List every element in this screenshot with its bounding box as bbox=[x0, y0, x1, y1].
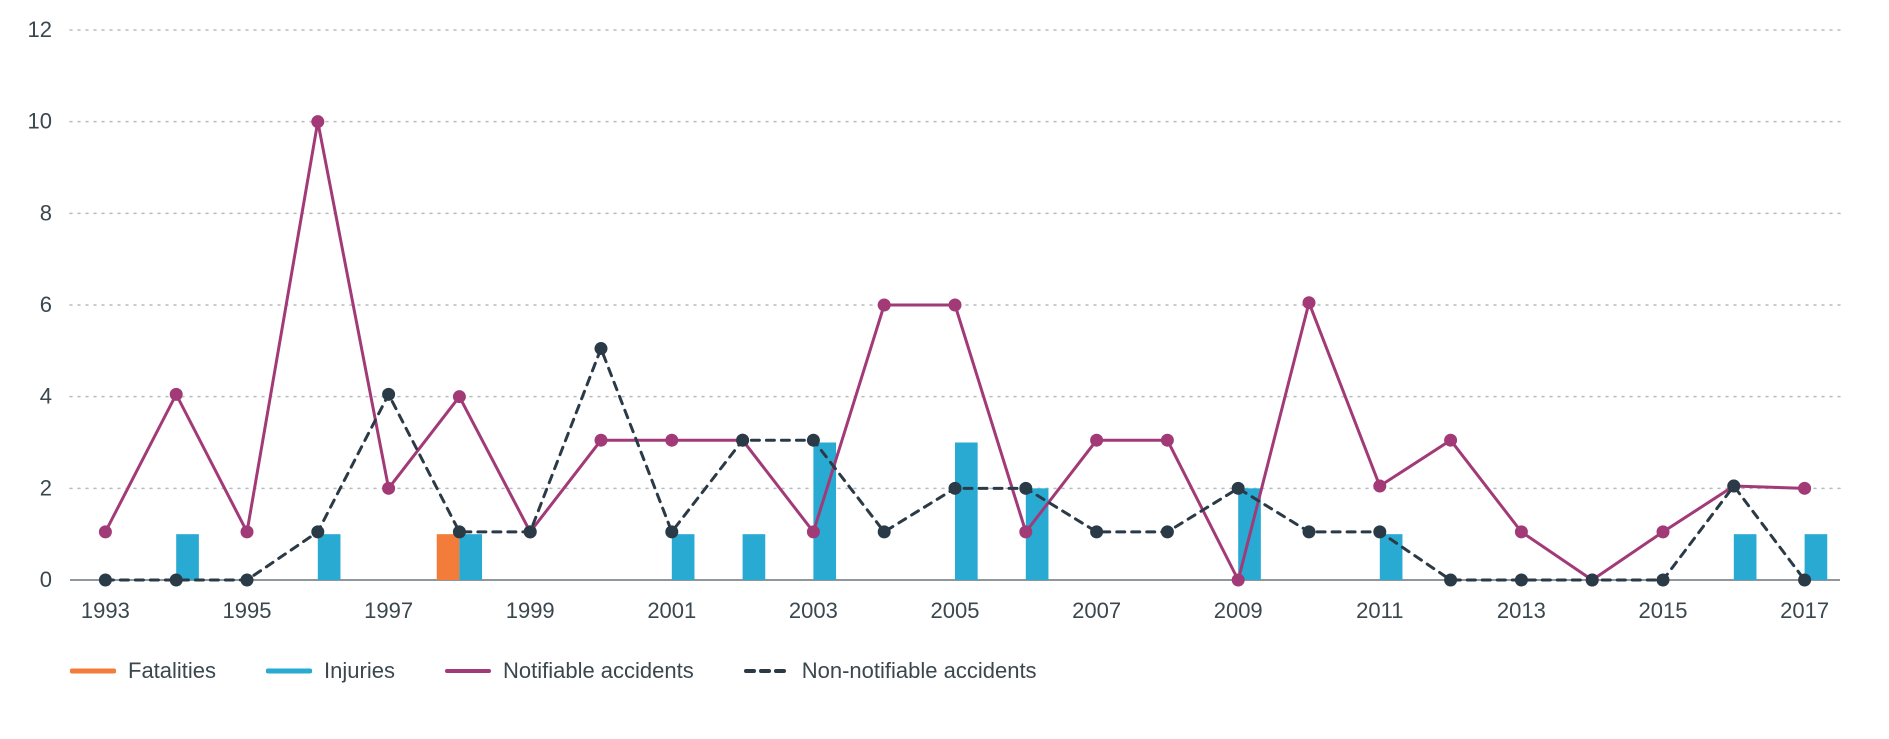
non_notifiable-marker bbox=[736, 434, 749, 447]
x-tick-label: 2001 bbox=[647, 598, 696, 623]
notifiable-marker bbox=[1232, 574, 1245, 587]
legend-item-non_notifiable: Non-notifiable accidents bbox=[744, 658, 1037, 684]
y-tick-label: 4 bbox=[40, 384, 52, 409]
injuries-bar bbox=[672, 534, 695, 580]
notifiable-marker bbox=[311, 115, 324, 128]
chart-legend: Fatalities Injuries Notifiable accidents No… bbox=[20, 640, 1869, 684]
y-tick-label: 8 bbox=[40, 200, 52, 225]
non_notifiable-marker bbox=[99, 574, 112, 587]
notifiable-marker bbox=[1444, 434, 1457, 447]
y-tick-label: 2 bbox=[40, 475, 52, 500]
non_notifiable-marker bbox=[1444, 574, 1457, 587]
notifiable-marker bbox=[1090, 434, 1103, 447]
notifiable-marker bbox=[1515, 525, 1528, 538]
notifiable-marker bbox=[382, 482, 395, 495]
x-tick-label: 2017 bbox=[1780, 598, 1829, 623]
notifiable-marker bbox=[1303, 296, 1316, 309]
non_notifiable-marker bbox=[1798, 574, 1811, 587]
x-tick-label: 2009 bbox=[1214, 598, 1263, 623]
notifiable-marker bbox=[595, 434, 608, 447]
non_notifiable-marker bbox=[382, 388, 395, 401]
injuries-bar bbox=[1805, 534, 1828, 580]
notifiable-marker bbox=[878, 299, 891, 312]
non_notifiable-marker bbox=[1657, 574, 1670, 587]
notifiable-marker bbox=[665, 434, 678, 447]
non_notifiable-marker bbox=[524, 525, 537, 538]
x-tick-label: 1999 bbox=[506, 598, 555, 623]
injuries-bar bbox=[459, 534, 482, 580]
notifiable-marker bbox=[170, 388, 183, 401]
non_notifiable-marker bbox=[1373, 525, 1386, 538]
injuries-bar bbox=[1734, 534, 1757, 580]
x-tick-label: 2011 bbox=[1356, 598, 1403, 623]
legend-label: Injuries bbox=[324, 658, 395, 684]
x-tick-label: 1993 bbox=[81, 598, 130, 623]
non_notifiable-marker bbox=[1161, 525, 1174, 538]
non_notifiable-marker bbox=[1303, 525, 1316, 538]
legend-swatch bbox=[744, 664, 790, 678]
non_notifiable-marker bbox=[878, 525, 891, 538]
y-tick-label: 0 bbox=[40, 567, 52, 592]
injuries-bar bbox=[176, 534, 199, 580]
legend-swatch bbox=[445, 664, 491, 678]
non_notifiable-marker bbox=[1727, 480, 1740, 493]
non_notifiable-marker bbox=[170, 574, 183, 587]
x-tick-label: 2003 bbox=[789, 598, 838, 623]
notifiable-marker bbox=[1161, 434, 1174, 447]
chart-svg: 0 2 4 6 8 10 12 1993 1995 1997 1999 2001 2003 2005 200… bbox=[20, 20, 1869, 640]
notifiable-marker bbox=[1798, 482, 1811, 495]
non_notifiable-marker bbox=[595, 342, 608, 355]
notifiable-marker bbox=[807, 525, 820, 538]
x-tick-label: 2005 bbox=[931, 598, 980, 623]
injuries-bar bbox=[955, 443, 978, 581]
non_notifiable-marker bbox=[1232, 482, 1245, 495]
x-tick-label: 2013 bbox=[1497, 598, 1546, 623]
x-tick-label: 1995 bbox=[223, 598, 272, 623]
injuries-bar bbox=[318, 534, 341, 580]
notifiable-marker bbox=[1373, 480, 1386, 493]
x-tick-label: 1997 bbox=[364, 598, 413, 623]
non_notifiable-marker bbox=[1586, 574, 1599, 587]
notifiable-marker bbox=[1019, 525, 1032, 538]
accident-chart: 0 2 4 6 8 10 12 1993 1995 1997 1999 2001 2003 2005 200… bbox=[20, 20, 1869, 719]
non_notifiable-marker bbox=[949, 482, 962, 495]
non_notifiable-marker bbox=[241, 574, 254, 587]
legend-swatch bbox=[70, 664, 116, 678]
y-tick-label: 10 bbox=[28, 109, 52, 134]
x-tick-label: 2015 bbox=[1639, 598, 1688, 623]
notifiable-marker bbox=[1657, 525, 1670, 538]
x-tick-label: 2007 bbox=[1072, 598, 1121, 623]
notifiable-marker bbox=[949, 299, 962, 312]
legend-item-injuries: Injuries bbox=[266, 658, 395, 684]
legend-label: Non-notifiable accidents bbox=[802, 658, 1037, 684]
legend-label: Notifiable accidents bbox=[503, 658, 694, 684]
non_notifiable-marker bbox=[1515, 574, 1528, 587]
y-tick-label: 6 bbox=[40, 292, 52, 317]
legend-swatch bbox=[266, 664, 312, 678]
non_notifiable-marker bbox=[1090, 525, 1103, 538]
non_notifiable-marker bbox=[453, 525, 466, 538]
legend-item-fatalities: Fatalities bbox=[70, 658, 216, 684]
notifiable-marker bbox=[453, 390, 466, 403]
non_notifiable-marker bbox=[311, 525, 324, 538]
notifiable-marker bbox=[241, 525, 254, 538]
y-tick-label: 12 bbox=[28, 20, 52, 42]
notifiable-marker bbox=[99, 525, 112, 538]
non_notifiable-marker bbox=[807, 434, 820, 447]
injuries-bar bbox=[743, 534, 766, 580]
fatalities-bar bbox=[437, 534, 460, 580]
legend-item-notifiable: Notifiable accidents bbox=[445, 658, 694, 684]
non_notifiable-marker bbox=[665, 525, 678, 538]
non_notifiable-marker bbox=[1019, 482, 1032, 495]
legend-label: Fatalities bbox=[128, 658, 216, 684]
